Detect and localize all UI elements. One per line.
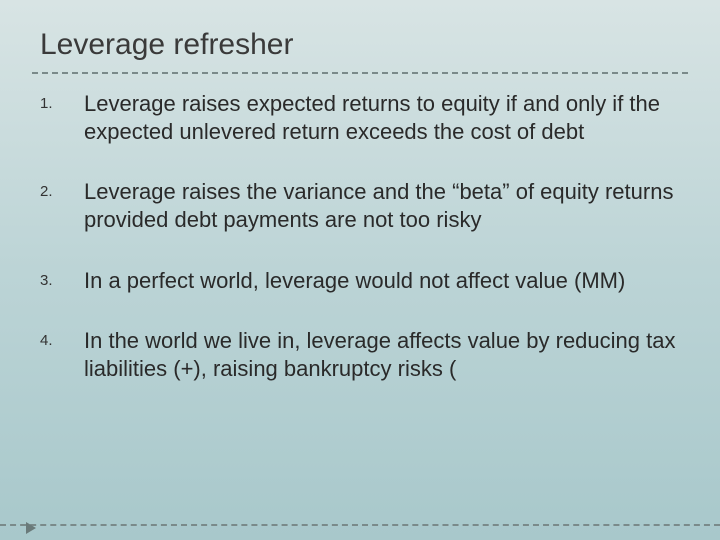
list-item: 3. In a perfect world, leverage would no… (40, 267, 680, 295)
list-item: 2. Leverage raises the variance and the … (40, 178, 680, 234)
item-number: 4. (40, 327, 84, 349)
play-marker-icon (26, 522, 36, 534)
numbered-list: 1. Leverage raises expected returns to e… (40, 90, 680, 383)
item-number: 2. (40, 178, 84, 200)
list-item: 4. In the world we live in, leverage aff… (40, 327, 680, 383)
item-text: Leverage raises the variance and the “be… (84, 178, 680, 234)
item-text: In a perfect world, leverage would not a… (84, 267, 680, 295)
footer-divider (0, 524, 720, 526)
item-text: Leverage raises expected returns to equi… (84, 90, 680, 146)
item-text: In the world we live in, leverage affect… (84, 327, 680, 383)
slide-title: Leverage refresher (40, 28, 680, 72)
item-number: 3. (40, 267, 84, 289)
list-item: 1. Leverage raises expected returns to e… (40, 90, 680, 146)
title-divider (32, 72, 688, 74)
item-number: 1. (40, 90, 84, 112)
slide: Leverage refresher 1. Leverage raises ex… (0, 0, 720, 540)
